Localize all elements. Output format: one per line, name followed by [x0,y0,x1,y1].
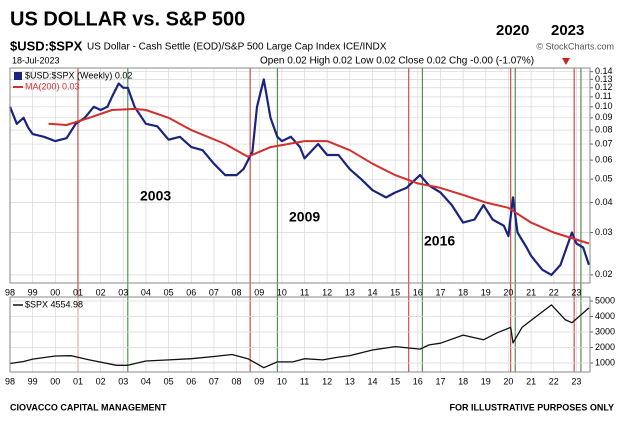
x-tick-label: 17 [435,287,445,297]
source: © StockCharts.com [536,41,614,51]
x-tick-label: 99 [28,287,38,297]
date: 18-Jul-2023 [12,55,60,65]
lower-panel [9,296,591,373]
y-tick-label: 5000 [595,295,615,305]
y-tick-label: 0.09 [595,112,613,122]
mark-label: 2020 [496,22,529,39]
y-tick-label: 4000 [595,311,615,321]
legend-swatch [14,72,22,80]
x-tick-label: 11 [300,376,309,386]
x-tick-label: 99 [28,376,38,386]
footer-right: FOR ILLUSTRATIVE PURPOSES ONLY [449,402,614,412]
y-tick-label: 0.04 [595,197,613,207]
x-tick-label: 13 [345,287,355,297]
y-tick-label: 0.03 [595,227,613,237]
x-tick-label: 06 [186,376,196,386]
series-line [8,78,590,276]
x-tick-label: 17 [435,376,445,386]
x-tick-label: 20 [503,287,513,297]
x-tick-label: 16 [413,287,423,297]
quote: Open 0.02 High 0.02 Low 0.02 Close 0.02 … [260,56,534,67]
y-tick-label: 0.07 [595,138,613,148]
description: US Dollar - Cash Settle (EOD)/S&P 500 La… [87,42,387,53]
mark-label: 2023 [551,22,584,39]
x-tick-label: 22 [549,376,559,386]
x-tick-label: 04 [141,287,151,297]
x-tick-label: 04 [141,376,151,386]
x-tick-label: 20 [503,376,513,386]
x-tick-label: 19 [481,376,491,386]
x-tick-label: 14 [367,376,377,386]
x-tick-label: 98 [5,376,15,386]
x-tick-label: 02 [96,376,106,386]
x-tick-label: 15 [390,287,400,297]
x-tick-label: 11 [300,287,309,297]
x-tick-label: 08 [232,287,242,297]
x-tick-label: 12 [322,287,332,297]
series-line [9,304,590,369]
legend-label: MA(200) 0.03 [25,81,80,91]
x-tick-label: 06 [186,287,196,297]
x-tick-label: 02 [96,287,106,297]
y-tick-label: 3000 [595,326,615,336]
x-tick-label: 21 [526,376,536,386]
x-tick-label: 00 [50,376,60,386]
legend-label: $SPX 4554.98 [25,299,83,309]
y-tick-label: 0.13 [595,74,613,84]
y-tick-label: 2000 [595,342,615,352]
x-tick-label: 08 [232,376,242,386]
x-tick-label: 23 [571,376,581,386]
annotation: 2016 [424,233,455,249]
x-tick-label: 05 [164,287,174,297]
y-tick-label: 0.02 [595,269,613,279]
x-tick-label: 03 [118,287,128,297]
x-tick-label: 23 [571,287,581,297]
x-tick-label: 19 [481,287,491,297]
x-tick-label: 09 [254,287,264,297]
x-tick-label: 10 [277,287,287,297]
title: US DOLLAR vs. S&P 500 [10,8,245,30]
x-tick-label: 00 [50,287,60,297]
y-tick-label: 0.14 [595,66,613,76]
x-tick-label: 07 [209,287,219,297]
x-tick-label: 14 [367,287,377,297]
x-tick-label: 22 [549,287,559,297]
annotation: 2003 [140,188,171,204]
x-tick-label: 01 [73,287,83,297]
legend-label: $USD:$SPX (Weekly) 0.02 [25,70,132,80]
footer-left: CIOVACCO CAPITAL MANAGEMENT [10,402,167,412]
x-tick-label: 01 [73,376,83,386]
y-tick-label: 0.11 [595,91,612,101]
symbol: $USD:$SPX [10,38,83,53]
y-tick-label: 0.10 [595,101,613,111]
x-tick-label: 05 [164,376,174,386]
y-tick-label: 0.08 [595,124,613,134]
y-tick-label: 1000 [595,357,615,367]
x-tick-label: 03 [118,376,128,386]
down-arrow [562,58,570,65]
x-tick-label: 18 [458,376,468,386]
x-tick-label: 15 [390,376,400,386]
y-tick-label: 0.12 [595,82,613,92]
x-tick-label: 12 [322,376,332,386]
x-tick-label: 21 [526,287,536,297]
x-tick-label: 13 [345,376,355,386]
x-tick-label: 98 [5,287,15,297]
x-tick-label: 18 [458,287,468,297]
y-tick-label: 0.05 [595,174,613,184]
annotation: 2009 [289,209,320,225]
plot-layer [8,68,593,372]
x-tick-label: 16 [413,376,423,386]
x-tick-label: 10 [277,376,287,386]
upper-panel [9,67,591,284]
series-line [48,107,590,245]
x-tick-label: 07 [209,376,219,386]
x-tick-label: 09 [254,376,264,386]
y-tick-label: 0.06 [595,155,613,165]
